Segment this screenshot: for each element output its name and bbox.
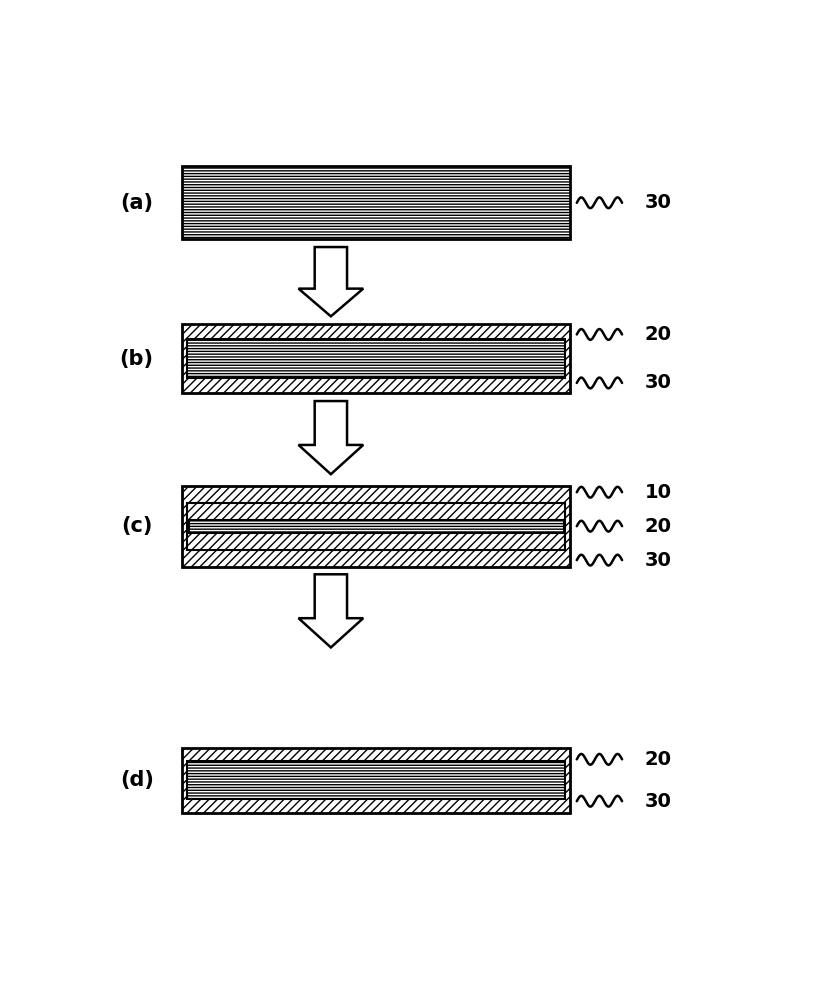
Bar [182, 486, 570, 567]
Text: 10: 10 [645, 483, 671, 502]
Bar [182, 324, 570, 393]
Text: 20: 20 [645, 517, 671, 536]
Text: (d): (d) [119, 770, 154, 790]
Text: 30: 30 [645, 551, 671, 570]
Text: 20: 20 [645, 750, 671, 769]
Bar [189, 520, 564, 533]
Bar [187, 339, 565, 378]
Text: (b): (b) [119, 349, 154, 369]
Bar [187, 761, 565, 799]
Text: (c): (c) [121, 516, 153, 536]
Polygon shape [299, 401, 363, 474]
Text: 30: 30 [645, 373, 671, 392]
Text: 30: 30 [645, 792, 671, 811]
Bar [182, 166, 570, 239]
Text: (a): (a) [120, 193, 154, 213]
Bar [182, 748, 570, 813]
Text: 20: 20 [645, 325, 671, 344]
Polygon shape [299, 247, 363, 316]
Polygon shape [299, 574, 363, 647]
Bar [187, 503, 565, 550]
Bar [182, 486, 570, 567]
Text: 30: 30 [645, 193, 671, 212]
